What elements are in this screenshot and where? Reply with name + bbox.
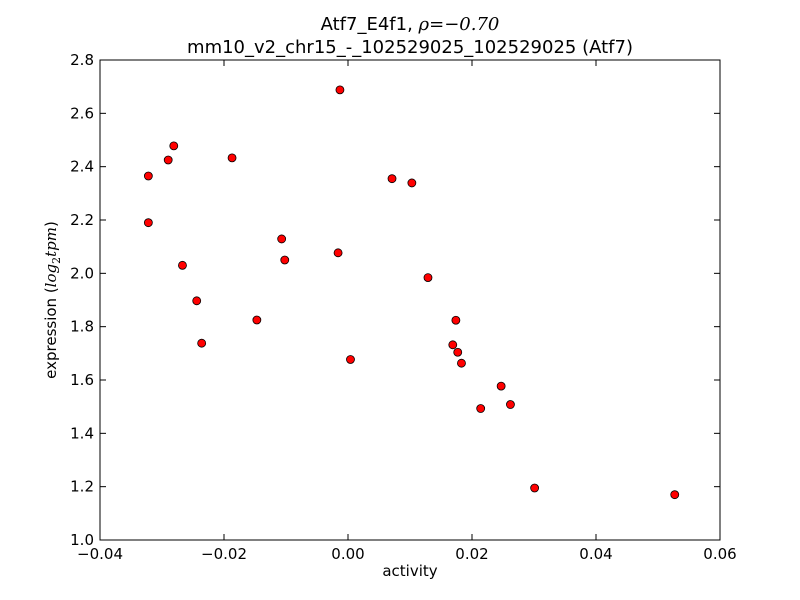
data-point xyxy=(143,171,153,181)
y-tick-label: 1.0 xyxy=(70,531,94,549)
y-tick-label: 1.8 xyxy=(70,318,94,336)
x-tick-label: 0.00 xyxy=(331,545,364,563)
data-point xyxy=(163,155,173,165)
data-point xyxy=(530,483,540,493)
data-point xyxy=(227,153,237,163)
y-tick-label: 2.6 xyxy=(70,104,94,122)
data-point xyxy=(407,178,417,188)
chart-title-line2: mm10_v2_chr15_-_102529025_102529025 (Atf… xyxy=(187,37,633,58)
data-point xyxy=(252,315,262,325)
x-tick-label: 0.06 xyxy=(703,545,736,563)
data-point xyxy=(192,296,202,306)
data-point xyxy=(506,400,515,409)
axis-ticks: −0.04 −0.02 0.00 0.02 0.04 0.06 1.0 1.2 1.4 1.6 1.… xyxy=(70,51,737,563)
y-tick-label: 1.6 xyxy=(70,371,94,389)
data-point xyxy=(333,248,343,258)
data-point xyxy=(277,234,287,244)
plot-area xyxy=(99,59,721,541)
x-tick-label: 0.04 xyxy=(579,545,612,563)
data-points xyxy=(143,85,680,500)
y-tick-label: 1.2 xyxy=(70,478,94,496)
data-point xyxy=(451,315,461,325)
data-point xyxy=(496,381,506,391)
y-axis-label: expression (log2tpm) xyxy=(42,221,63,379)
data-point xyxy=(457,358,466,368)
y-tick-label: 2.4 xyxy=(70,158,94,176)
data-point xyxy=(335,85,345,95)
data-point xyxy=(448,340,458,350)
title-rho: ρ=−0.70 xyxy=(418,14,500,35)
data-point xyxy=(169,141,179,151)
data-point xyxy=(197,338,207,348)
data-point xyxy=(280,255,290,265)
data-point xyxy=(670,490,680,500)
chart-title-line1: Atf7_E4f1, ρ=−0.70 xyxy=(321,14,500,35)
x-tick-label: −0.04 xyxy=(77,545,123,563)
data-point xyxy=(476,404,486,413)
x-tick-label: 0.02 xyxy=(455,545,488,563)
data-point xyxy=(143,218,153,228)
data-point xyxy=(453,347,463,357)
y-tick-label: 1.4 xyxy=(70,424,94,442)
data-point xyxy=(178,260,187,270)
x-tick-label: −0.02 xyxy=(201,545,247,563)
y-tick-label: 2.2 xyxy=(70,211,94,229)
y-tick-label: 2.8 xyxy=(70,51,94,69)
y-tick-label: 2.0 xyxy=(70,264,94,282)
x-axis-label: activity xyxy=(382,562,437,580)
data-point xyxy=(423,273,433,283)
data-point xyxy=(387,174,397,184)
data-point xyxy=(346,355,355,364)
